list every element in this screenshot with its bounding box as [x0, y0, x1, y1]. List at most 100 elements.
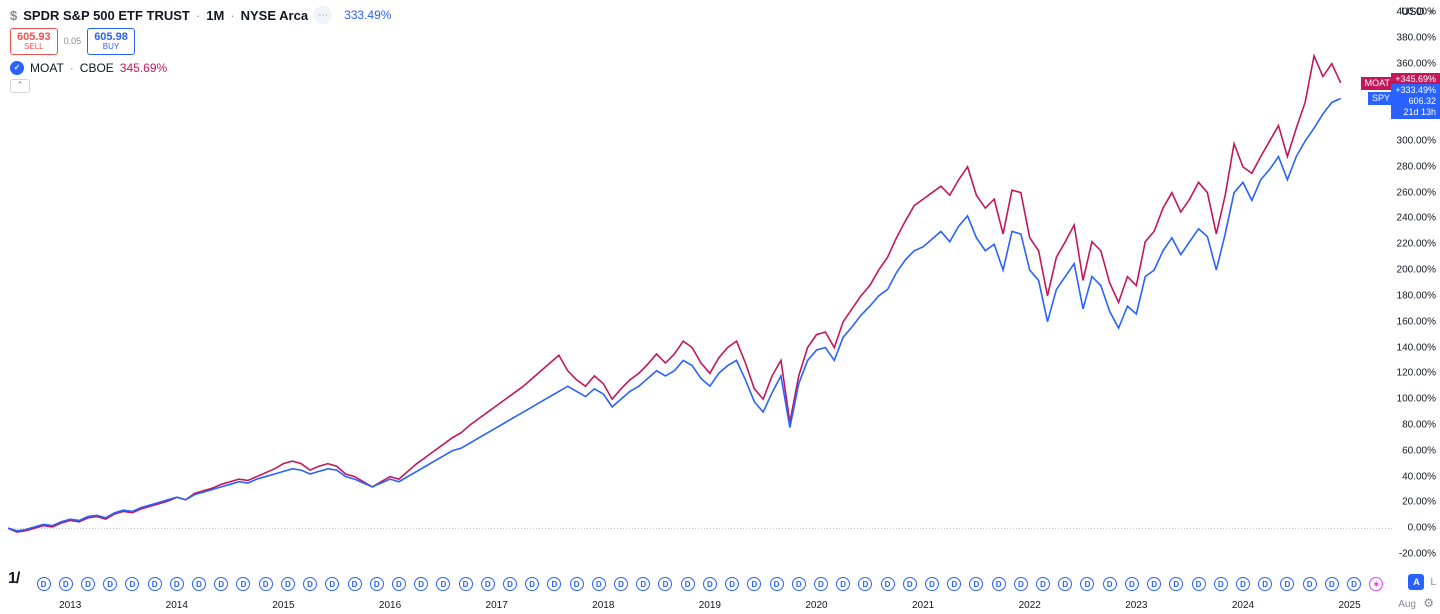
y-tick-label: 240.00%: [1397, 213, 1436, 224]
y-tick-label: 20.00%: [1402, 497, 1436, 508]
dividend-marker-icon[interactable]: D: [570, 577, 584, 591]
dividend-marker-icon[interactable]: D: [1125, 577, 1139, 591]
spy-price-tag: SPY: [1368, 92, 1394, 105]
dividend-marker-icon[interactable]: D: [747, 577, 761, 591]
x-tick-label: 2014: [166, 600, 188, 611]
dividend-marker-icon[interactable]: D: [325, 577, 339, 591]
y-tick-label: 280.00%: [1397, 161, 1436, 172]
dividend-marker-icon[interactable]: D: [836, 577, 850, 591]
x-tick-label: 2023: [1125, 600, 1147, 611]
dividend-marker-icon[interactable]: D: [214, 577, 228, 591]
x-tick-label: 2021: [912, 600, 934, 611]
dividend-marker-icon[interactable]: D: [59, 577, 73, 591]
split-marker-icon[interactable]: ✶: [1369, 577, 1383, 591]
dividend-marker-icon[interactable]: D: [348, 577, 362, 591]
dividend-marker-icon[interactable]: D: [1103, 577, 1117, 591]
dividend-marker-icon[interactable]: D: [1014, 577, 1028, 591]
log-scale-button[interactable]: L: [1430, 577, 1436, 588]
y-tick-label: 140.00%: [1397, 342, 1436, 353]
dividend-marker-icon[interactable]: D: [725, 577, 739, 591]
y-tick-label: 0.00%: [1408, 523, 1436, 534]
dividend-marker-icon[interactable]: D: [103, 577, 117, 591]
dividend-marker-icon[interactable]: D: [1147, 577, 1161, 591]
dividend-marker-icon[interactable]: D: [636, 577, 650, 591]
x-tick-label: 2024: [1232, 600, 1254, 611]
dividend-marker-icon[interactable]: D: [125, 577, 139, 591]
x-tick-label: 2022: [1019, 600, 1041, 611]
dividend-marker-icon[interactable]: D: [903, 577, 917, 591]
x-tick-label: 2018: [592, 600, 614, 611]
dividend-marker-icon[interactable]: D: [1258, 577, 1272, 591]
dividend-marker-icon[interactable]: D: [170, 577, 184, 591]
dividend-marker-icon[interactable]: D: [236, 577, 250, 591]
dividend-marker-icon[interactable]: D: [1192, 577, 1206, 591]
x-tick-label: 2025: [1338, 600, 1360, 611]
x-tick-label: 2017: [486, 600, 508, 611]
y-tick-label: 220.00%: [1397, 239, 1436, 250]
y-tick-label: 120.00%: [1397, 368, 1436, 379]
dividend-marker-icon[interactable]: D: [81, 577, 95, 591]
dividend-marker-icon[interactable]: D: [436, 577, 450, 591]
dividend-marker-icon[interactable]: D: [992, 577, 1006, 591]
dividend-marker-icon[interactable]: D: [681, 577, 695, 591]
dividend-marker-icon[interactable]: D: [414, 577, 428, 591]
y-tick-label: 380.00%: [1397, 32, 1436, 43]
x-tick-label: 2013: [59, 600, 81, 611]
x-axis[interactable]: 2013201420152016201720182019202020212022…: [0, 594, 1394, 614]
price-chart[interactable]: [8, 0, 1394, 594]
dividend-marker-icon[interactable]: D: [303, 577, 317, 591]
y-tick-label: 40.00%: [1402, 471, 1436, 482]
spy-price-flag: +333.49%606.3221d 13h: [1391, 84, 1440, 118]
dividend-marker-icon[interactable]: D: [525, 577, 539, 591]
x-tick-label: 2020: [805, 600, 827, 611]
dividend-marker-icon[interactable]: D: [547, 577, 561, 591]
dividend-marker-icon[interactable]: D: [1058, 577, 1072, 591]
dividend-marker-icon[interactable]: D: [1214, 577, 1228, 591]
dividend-marker-icon[interactable]: D: [1280, 577, 1294, 591]
x-tick-label: 2015: [272, 600, 294, 611]
dividend-marker-icon[interactable]: D: [1169, 577, 1183, 591]
dividend-marker-icon[interactable]: D: [947, 577, 961, 591]
dividend-marker-icon[interactable]: D: [1080, 577, 1094, 591]
dividend-marker-icon[interactable]: D: [281, 577, 295, 591]
x-tick-label: 2019: [699, 600, 721, 611]
dividend-marker-icon[interactable]: D: [925, 577, 939, 591]
dividend-marker-icon[interactable]: D: [148, 577, 162, 591]
y-tick-label: 300.00%: [1397, 136, 1436, 147]
y-tick-label: 180.00%: [1397, 290, 1436, 301]
dividend-marker-icon[interactable]: D: [1347, 577, 1361, 591]
dividend-marker-icon[interactable]: D: [614, 577, 628, 591]
dividend-marker-icon[interactable]: D: [370, 577, 384, 591]
dividend-marker-icon[interactable]: D: [37, 577, 51, 591]
y-tick-label: 360.00%: [1397, 58, 1436, 69]
goto-date-label[interactable]: Aug: [1398, 599, 1416, 610]
moat-price-tag: MOAT: [1361, 77, 1394, 90]
y-tick-label: 160.00%: [1397, 316, 1436, 327]
dividend-marker-icon[interactable]: D: [881, 577, 895, 591]
dividend-marker-icon[interactable]: D: [1036, 577, 1050, 591]
dividend-marker-icon[interactable]: D: [259, 577, 273, 591]
y-tick-label: 260.00%: [1397, 187, 1436, 198]
dividend-marker-icon[interactable]: D: [658, 577, 672, 591]
dividend-marker-icon[interactable]: D: [858, 577, 872, 591]
settings-gear-icon[interactable]: ⚙: [1423, 596, 1434, 610]
dividend-marker-icon[interactable]: D: [481, 577, 495, 591]
dividend-marker-icon[interactable]: D: [192, 577, 206, 591]
dividend-marker-icon[interactable]: D: [459, 577, 473, 591]
dividend-marker-icon[interactable]: D: [1236, 577, 1250, 591]
dividend-marker-icon[interactable]: D: [592, 577, 606, 591]
dividend-marker-icon[interactable]: D: [1303, 577, 1317, 591]
auto-scale-button[interactable]: A: [1408, 574, 1424, 590]
dividend-marker-icon[interactable]: D: [503, 577, 517, 591]
dividend-marker-icon[interactable]: D: [770, 577, 784, 591]
dividend-marker-icon[interactable]: D: [1325, 577, 1339, 591]
dividend-marker-icon[interactable]: D: [814, 577, 828, 591]
y-tick-label: 400.00%: [1397, 7, 1436, 18]
dividend-marker-icon[interactable]: D: [392, 577, 406, 591]
dividend-marker-icon[interactable]: D: [703, 577, 717, 591]
dividend-marker-icon[interactable]: D: [969, 577, 983, 591]
dividend-marker-icon[interactable]: D: [792, 577, 806, 591]
y-tick-label: 200.00%: [1397, 265, 1436, 276]
y-tick-label: 60.00%: [1402, 445, 1436, 456]
tradingview-logo[interactable]: 1/: [8, 570, 19, 588]
